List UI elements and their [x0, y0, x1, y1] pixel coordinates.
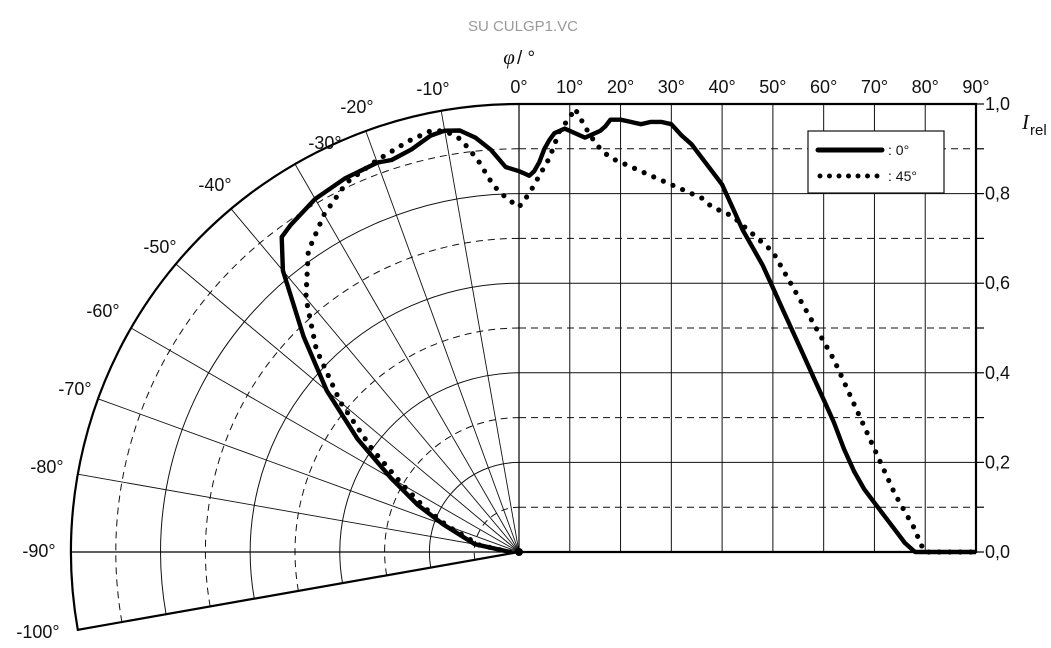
y-tick-label: 0,6: [985, 273, 1010, 293]
y-tick-label: 0,2: [985, 452, 1010, 472]
angle-tick-label: -60°: [86, 301, 119, 321]
angle-tick-label: -50°: [143, 237, 176, 257]
origin-dot: [515, 548, 523, 556]
angle-tick-label: 30°: [658, 77, 685, 97]
grid-spoke: [230, 208, 520, 553]
grid-spoke: [440, 110, 520, 553]
angle-tick-label: -100°: [16, 622, 59, 642]
x-axis-unit: / °: [517, 48, 535, 69]
legend-box: [807, 130, 945, 194]
y-axis-subscript: rel: [1030, 122, 1047, 139]
angle-tick-label: 70°: [861, 77, 888, 97]
grid-spoke: [365, 130, 520, 553]
y-tick-label: 0,0: [985, 542, 1010, 562]
angle-tick-label: -40°: [198, 175, 231, 195]
grid-spoke: [130, 327, 520, 553]
angle-tick-label: 0°: [510, 77, 527, 97]
x-axis-label: φ / °: [503, 45, 535, 69]
y-tick-label: 0,8: [985, 184, 1010, 204]
legend-label-0: : 0°: [888, 142, 909, 158]
y-tick-label: 0,4: [985, 363, 1010, 383]
angle-tick-label: 80°: [912, 77, 939, 97]
grid-spoke: [77, 473, 520, 553]
angle-tick-label: -30°: [308, 133, 341, 153]
angle-tick-label: -80°: [30, 457, 63, 477]
y-axis-symbol: I: [1021, 110, 1030, 134]
plot-frame: [69, 102, 978, 632]
angle-tick-label: 60°: [810, 77, 837, 97]
grid-spoke: [294, 163, 520, 553]
chart-title: SU CULGP1.VC: [468, 18, 578, 35]
angle-tick-label: -90°: [22, 541, 55, 561]
y-axis-label: I rel: [1021, 110, 1047, 139]
legend-label-1: : 45°: [888, 168, 917, 184]
y-tick-label: 1,0: [985, 94, 1010, 114]
legend: : 0° : 45°: [807, 130, 945, 194]
angle-tick-label: -70°: [58, 379, 91, 399]
x-axis-symbol: φ: [503, 45, 515, 69]
grid-spoke: [175, 263, 520, 553]
angle-tick-label: 20°: [607, 77, 634, 97]
series-layer: [279, 103, 979, 555]
angle-tick-label: 50°: [759, 77, 786, 97]
angle-tick-label: 40°: [708, 77, 735, 97]
angle-tick-label: 10°: [556, 77, 583, 97]
angle-tick-label: 90°: [962, 77, 989, 97]
tick-label-layer: 0° 10° 20° 30° 40° 50° 60° 70° 80° 90° -10° -20° -30…: [16, 77, 1010, 642]
frame-layer: [69, 102, 984, 632]
angle-tick-label: -10°: [416, 79, 449, 99]
angle-tick-label: -20°: [340, 97, 373, 117]
